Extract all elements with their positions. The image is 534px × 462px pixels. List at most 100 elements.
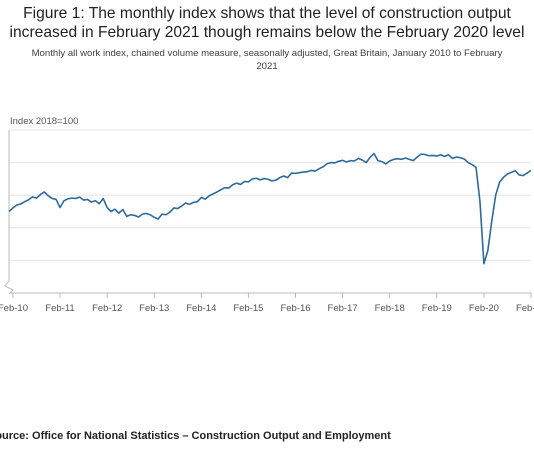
data-point: [145, 212, 147, 214]
data-point: [196, 201, 198, 203]
x-tick-label: Feb-11: [45, 303, 74, 314]
data-point: [118, 212, 120, 214]
y-axis-break-icon: [4, 280, 14, 295]
data-point: [447, 154, 449, 156]
data-point: [424, 153, 426, 155]
data-point: [353, 160, 355, 162]
data-point: [243, 180, 245, 182]
data-point: [177, 207, 179, 209]
data-point: [188, 203, 190, 205]
data-point: [290, 172, 292, 174]
data-point: [400, 158, 402, 160]
data-point: [106, 206, 108, 208]
x-tick-label: Feb-16: [280, 303, 310, 314]
data-point: [451, 157, 453, 159]
data-point: [141, 213, 143, 215]
data-point: [23, 201, 25, 203]
data-point: [365, 161, 367, 163]
data-point: [330, 161, 332, 163]
data-point: [326, 163, 328, 165]
data-point: [27, 199, 29, 201]
data-point: [506, 173, 508, 175]
data-point: [149, 214, 151, 216]
data-point: [251, 178, 253, 180]
data-point: [63, 200, 65, 202]
data-point: [67, 198, 69, 200]
data-point: [232, 184, 234, 186]
x-tick-label: Feb-17: [328, 303, 358, 314]
data-point: [306, 171, 308, 173]
data-point: [420, 153, 422, 155]
data-point: [443, 155, 445, 157]
data-point: [349, 159, 351, 161]
data-point: [16, 204, 18, 206]
data-point: [133, 214, 135, 216]
data-point: [279, 176, 281, 178]
chart-subtitle-line-2: 2021: [256, 60, 278, 72]
data-point: [129, 214, 131, 216]
data-point: [204, 198, 206, 200]
data-point: [455, 156, 457, 158]
x-tick-label: Feb-12: [92, 303, 122, 314]
data-point: [334, 162, 336, 164]
data-point: [491, 220, 493, 222]
data-point: [255, 177, 257, 179]
data-point: [267, 178, 269, 180]
data-point: [479, 201, 481, 203]
source-note: Source: Office for National Statistics –…: [0, 430, 391, 442]
data-point: [487, 249, 489, 251]
data-point: [459, 157, 461, 159]
data-point: [357, 157, 359, 159]
data-point: [220, 188, 222, 190]
data-point: [522, 174, 524, 176]
data-point: [39, 193, 41, 195]
data-point: [71, 197, 73, 199]
data-point: [94, 200, 96, 202]
data-point: [341, 159, 343, 161]
data-point: [228, 187, 230, 189]
data-point: [153, 216, 155, 218]
data-point: [428, 155, 430, 157]
data-point: [20, 203, 22, 205]
data-point: [161, 213, 163, 215]
data-point: [526, 172, 528, 174]
data-point: [298, 172, 300, 174]
data-point: [208, 195, 210, 197]
data-point: [283, 175, 285, 177]
chart-title-line-1: Figure 1: The monthly index shows that t…: [23, 5, 511, 22]
data-point: [8, 210, 10, 212]
series-line: [8, 152, 532, 265]
data-point: [436, 155, 438, 157]
data-point: [514, 170, 516, 172]
data-point: [169, 211, 171, 213]
data-point: [200, 196, 202, 198]
data-point: [294, 172, 296, 174]
chart-title: Figure 1: The monthly index shows that t…: [0, 4, 534, 42]
chart-subtitle-line-1: Monthly all work index, chained volume m…: [31, 48, 503, 59]
data-point: [263, 177, 265, 179]
y-axis-label: Index 2018=100: [10, 116, 78, 127]
data-point: [369, 156, 371, 158]
x-tick-label: Feb-20: [469, 303, 499, 314]
data-point: [247, 181, 249, 183]
data-point: [47, 195, 49, 197]
x-tick-label: Feb-10: [0, 303, 28, 314]
data-point: [502, 176, 504, 178]
data-point: [216, 191, 218, 193]
data-point: [494, 194, 496, 196]
data-point: [212, 193, 214, 195]
data-point: [510, 171, 512, 173]
data-point: [90, 201, 92, 203]
data-point: [114, 208, 116, 210]
data-point: [385, 163, 387, 165]
data-point: [165, 214, 167, 216]
data-point: [110, 210, 112, 212]
x-tick-label: Feb-21: [516, 303, 534, 314]
x-tick-label: Feb-15: [233, 303, 263, 314]
data-point: [392, 158, 394, 160]
data-point: [173, 207, 175, 209]
data-point: [471, 163, 473, 165]
data-point: [318, 168, 320, 170]
data-point: [86, 198, 88, 200]
data-point: [102, 197, 104, 199]
